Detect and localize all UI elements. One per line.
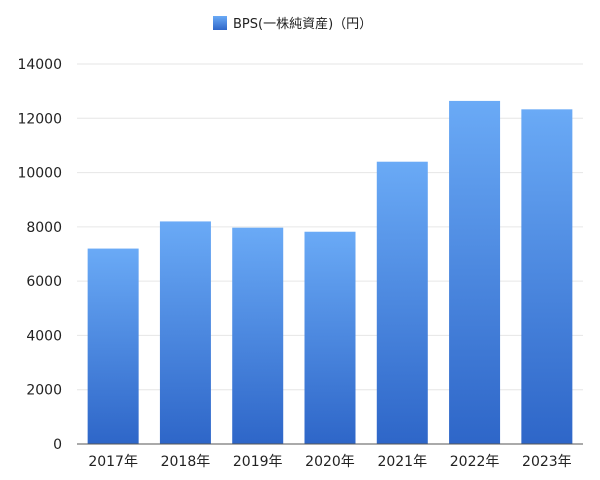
x-tick-label: 2022年 (450, 454, 500, 470)
y-tick-label: 10000 (17, 166, 62, 182)
x-tick-label: 2017年 (88, 454, 138, 470)
y-tick-label: 8000 (26, 220, 62, 236)
bar-2018年 (159, 221, 211, 444)
legend-label: BPS(一株純資産)（円） (233, 16, 372, 32)
bar-2020年 (304, 231, 356, 444)
x-tick-label: 2023年 (522, 454, 572, 470)
x-tick-label: 2020年 (305, 454, 355, 470)
bar-2023年 (521, 109, 573, 444)
x-tick-label: 2018年 (161, 454, 211, 470)
bar-2022年 (449, 100, 501, 445)
bar-2017年 (87, 248, 139, 444)
y-tick-label: 4000 (26, 328, 62, 344)
y-tick-label: 6000 (26, 274, 62, 290)
y-axis-ticks: 0 2000 4000 6000 8000 10000 12000 14000 (17, 57, 62, 453)
legend: BPS(一株純資産)（円） (213, 16, 372, 32)
x-tick-label: 2019年 (233, 454, 283, 470)
legend-swatch (213, 16, 227, 30)
x-axis-ticks: 2017年 2018年 2019年 2020年 2021年 2022年 2023年 (88, 454, 571, 470)
bars (87, 100, 573, 445)
y-tick-label: 2000 (26, 383, 62, 399)
bar-2019年 (232, 227, 284, 444)
x-tick-label: 2021年 (377, 454, 427, 470)
y-tick-label: 12000 (17, 111, 62, 127)
bar-2021年 (376, 161, 428, 444)
y-tick-label: 14000 (17, 57, 62, 73)
y-tick-label: 0 (53, 437, 62, 453)
